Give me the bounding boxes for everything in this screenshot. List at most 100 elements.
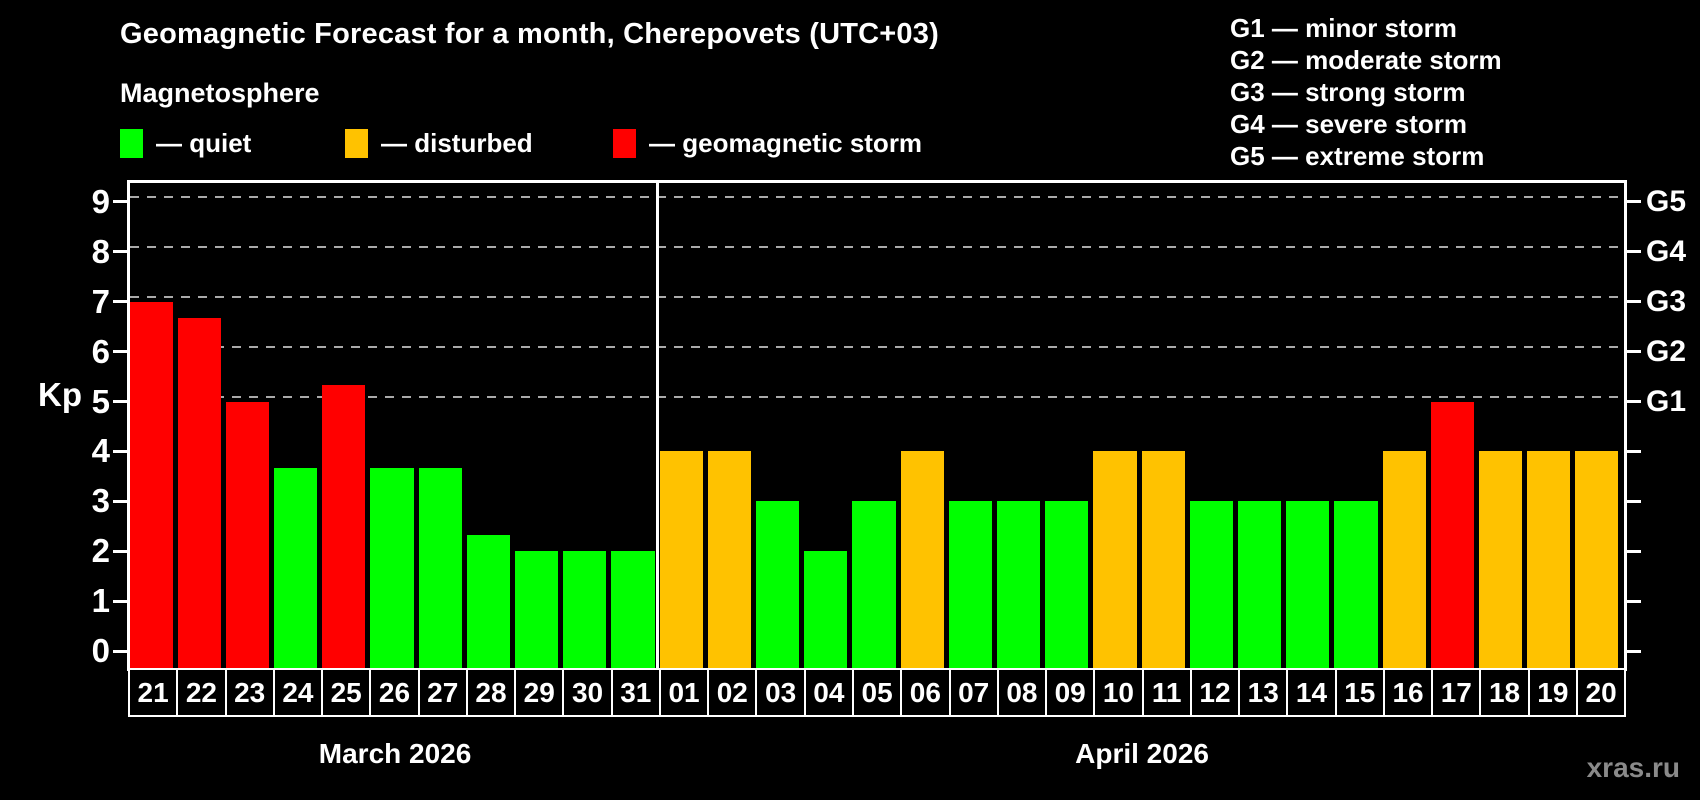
- gridline-kp5: [130, 395, 1624, 398]
- left-tick-0: [113, 649, 127, 653]
- day-label-28: 28: [465, 668, 517, 717]
- y-tick-label-9: 9: [91, 182, 110, 220]
- day-label-29: 29: [514, 668, 565, 717]
- day-label-13: 13: [1238, 668, 1289, 717]
- right-tick-0: [1627, 649, 1641, 653]
- kp-bar-17: [1430, 401, 1474, 668]
- y-tick-label-6: 6: [91, 332, 110, 370]
- month-label: April 2026: [1075, 738, 1209, 769]
- legend-item-storm: — geomagnetic storm: [613, 128, 922, 159]
- chart-title: Geomagnetic Forecast for a month, Cherep…: [120, 18, 939, 50]
- right-tick-9: [1627, 200, 1641, 204]
- kp-bar-06: [900, 451, 944, 668]
- right-tick-2: [1627, 549, 1641, 553]
- kp-bar-07: [948, 501, 992, 668]
- day-label-24: 24: [272, 668, 324, 717]
- g-legend-line: G5 — extreme storm: [1230, 141, 1485, 171]
- x-axis-day-labels: 21 22 23 24 25 26 27 28 29 30 31 01 02 03 04 05 06 07 08 09…: [128, 668, 1627, 717]
- g-level-label-g5: G5: [1646, 184, 1687, 218]
- day-label-16: 16: [1382, 668, 1434, 717]
- day-label-02: 02: [707, 668, 758, 717]
- kp-bar-14: [1286, 501, 1330, 668]
- right-tick-7: [1627, 300, 1641, 304]
- left-tick-1: [113, 599, 127, 603]
- day-label-01: 01: [658, 668, 710, 717]
- y-tick-label-5: 5: [91, 382, 110, 420]
- kp-bar-23: [225, 401, 270, 668]
- watermark: xras.ru: [1586, 752, 1680, 783]
- month-label: March 2026: [318, 738, 472, 769]
- kp-bar-12: [1189, 501, 1233, 668]
- kp-bar-10: [1093, 451, 1137, 668]
- g-level-label-g2: G2: [1646, 334, 1687, 368]
- day-label-03: 03: [755, 668, 806, 717]
- kp-bar-18: [1478, 451, 1523, 668]
- g-level-label-g3: G3: [1646, 284, 1687, 318]
- kp-bar-29: [515, 551, 559, 668]
- g-legend-line: G1 — minor storm: [1230, 13, 1457, 43]
- day-label-22: 22: [176, 668, 227, 717]
- disturbed-color-swatch: [345, 129, 368, 158]
- day-label-30: 30: [562, 668, 613, 717]
- day-label-10: 10: [1093, 668, 1144, 717]
- legend-item-disturbed: — disturbed: [345, 128, 533, 159]
- day-label-18: 18: [1479, 668, 1530, 717]
- y-tick-label-4: 4: [91, 432, 110, 470]
- day-label-17: 17: [1431, 668, 1482, 717]
- g-scale-legend: G1 — minor storm G2 — moderate storm G3 — …: [1230, 12, 1502, 172]
- g-level-label-g4: G4: [1646, 234, 1687, 268]
- day-label-26: 26: [369, 668, 420, 717]
- magnetosphere-legend: — quiet — disturbed — geomagnetic storm: [0, 128, 1100, 164]
- kp-bar-13: [1237, 501, 1282, 668]
- g-legend-line: G3 — strong storm: [1230, 77, 1466, 107]
- day-label-09: 09: [1045, 668, 1096, 717]
- gridline-kp8: [130, 245, 1624, 248]
- kp-bar-31: [611, 551, 655, 668]
- left-tick-2: [113, 549, 127, 553]
- kp-bar-26: [370, 467, 414, 668]
- kp-bar-25: [322, 385, 366, 668]
- kp-bar-21: [129, 301, 173, 668]
- kp-bar-04: [804, 551, 848, 668]
- day-label-25: 25: [321, 668, 372, 717]
- day-label-06: 06: [900, 668, 951, 717]
- storm-color-swatch: [613, 129, 636, 158]
- y-tick-label-1: 1: [91, 582, 110, 620]
- day-label-21: 21: [128, 668, 179, 717]
- right-tick-3: [1627, 499, 1641, 503]
- legend-item-quiet: — quiet: [120, 128, 251, 159]
- kp-bar-16: [1382, 451, 1426, 668]
- kp-bar-28: [466, 534, 511, 668]
- legend-label-disturbed: — disturbed: [381, 128, 533, 158]
- kp-bar-03: [756, 501, 800, 668]
- day-label-27: 27: [417, 668, 468, 717]
- day-label-23: 23: [224, 668, 275, 717]
- y-tick-label-3: 3: [91, 482, 110, 520]
- day-label-31: 31: [610, 668, 661, 717]
- right-tick-1: [1627, 599, 1641, 603]
- day-label-14: 14: [1286, 668, 1337, 717]
- kp-bar-20: [1575, 451, 1619, 668]
- month-divider-line: [655, 183, 659, 668]
- kp-bar-27: [418, 467, 462, 668]
- kp-bar-24: [274, 467, 318, 668]
- day-label-12: 12: [1189, 668, 1241, 717]
- g-level-label-g1: G1: [1646, 384, 1687, 418]
- left-tick-6: [113, 350, 127, 354]
- left-tick-5: [113, 400, 127, 403]
- gridline-kp7: [130, 295, 1624, 298]
- left-tick-9: [113, 200, 127, 204]
- kp-bar-11: [1141, 451, 1185, 668]
- kp-bar-22: [177, 318, 221, 668]
- day-label-04: 04: [803, 668, 854, 717]
- kp-bar-15: [1334, 501, 1378, 668]
- day-label-07: 07: [948, 668, 999, 717]
- kp-bar-09: [1045, 501, 1089, 668]
- kp-bar-19: [1527, 451, 1571, 668]
- y-tick-label-0: 0: [91, 632, 110, 669]
- kp-bar-08: [996, 501, 1041, 668]
- legend-label-quiet: — quiet: [156, 128, 252, 158]
- right-tick-8: [1627, 250, 1641, 254]
- gridline-kp9: [130, 195, 1624, 198]
